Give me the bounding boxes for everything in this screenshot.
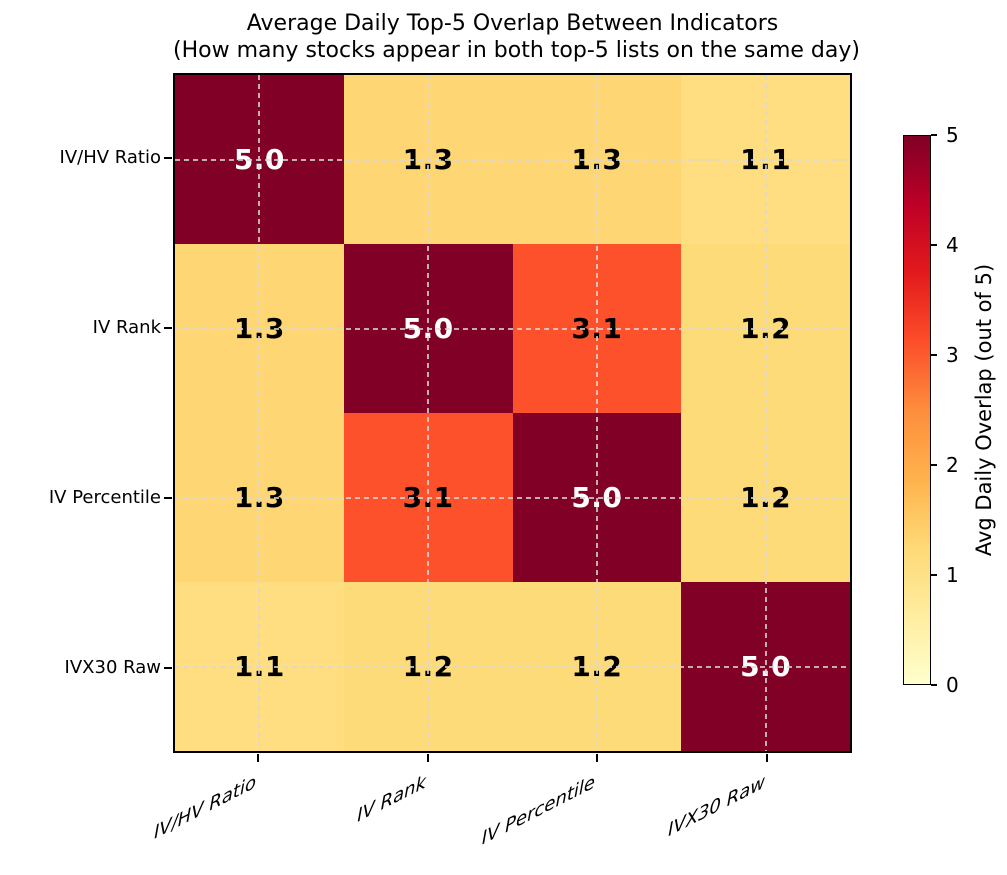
- y-axis-label: IVX30 Raw: [64, 657, 161, 678]
- gridline-horizontal: [175, 665, 850, 668]
- gridline-horizontal: [175, 496, 850, 499]
- x-axis-label: IV/HV Ratio: [154, 771, 256, 844]
- colorbar-tick: [931, 244, 937, 246]
- chart-title: Average Daily Top-5 Overlap Between Indi…: [246, 11, 779, 36]
- colorbar-tick-label: 1: [946, 563, 959, 587]
- colorbar-tick-label: 2: [946, 453, 959, 477]
- y-axis-label: IV Percentile: [48, 487, 161, 508]
- colorbar-tick: [931, 574, 937, 576]
- x-axis-tick: [426, 754, 429, 762]
- gridline-vertical: [764, 75, 767, 751]
- gridline-horizontal: [175, 327, 850, 330]
- colorbar-tick-label: 0: [946, 673, 959, 697]
- y-axis-tick: [164, 667, 172, 669]
- y-axis-tick: [164, 327, 172, 329]
- y-axis-label: IV Rank: [92, 317, 161, 338]
- colorbar: [903, 135, 931, 685]
- y-axis-label: IV/HV Ratio: [59, 147, 161, 168]
- colorbar-axis-label: Avg Daily Overlap (out of 5): [972, 263, 996, 557]
- x-axis-tick: [596, 754, 599, 762]
- x-axis-tick: [256, 754, 259, 762]
- gridline-horizontal: [175, 158, 850, 161]
- colorbar-tick: [931, 684, 937, 686]
- gridline-vertical: [427, 75, 430, 751]
- colorbar-tick-label: 5: [946, 123, 959, 147]
- x-axis-tick: [766, 754, 769, 762]
- chart-subtitle: (How many stocks appear in both top-5 li…: [173, 38, 860, 63]
- heatmap-grid: 5.01.31.31.11.35.03.11.21.33.15.01.21.11…: [173, 73, 852, 753]
- colorbar-tick: [931, 464, 937, 466]
- chart-title-block: Average Daily Top-5 Overlap Between Indi…: [173, 10, 860, 64]
- gridline-vertical: [595, 75, 598, 751]
- y-axis-tick: [164, 157, 172, 159]
- colorbar-tick-label: 4: [946, 233, 959, 257]
- colorbar-tick: [931, 354, 937, 356]
- y-axis-tick: [164, 497, 172, 499]
- gridline-vertical: [258, 75, 261, 751]
- colorbar-tick: [931, 134, 937, 136]
- colorbar-tick-label: 3: [946, 343, 959, 367]
